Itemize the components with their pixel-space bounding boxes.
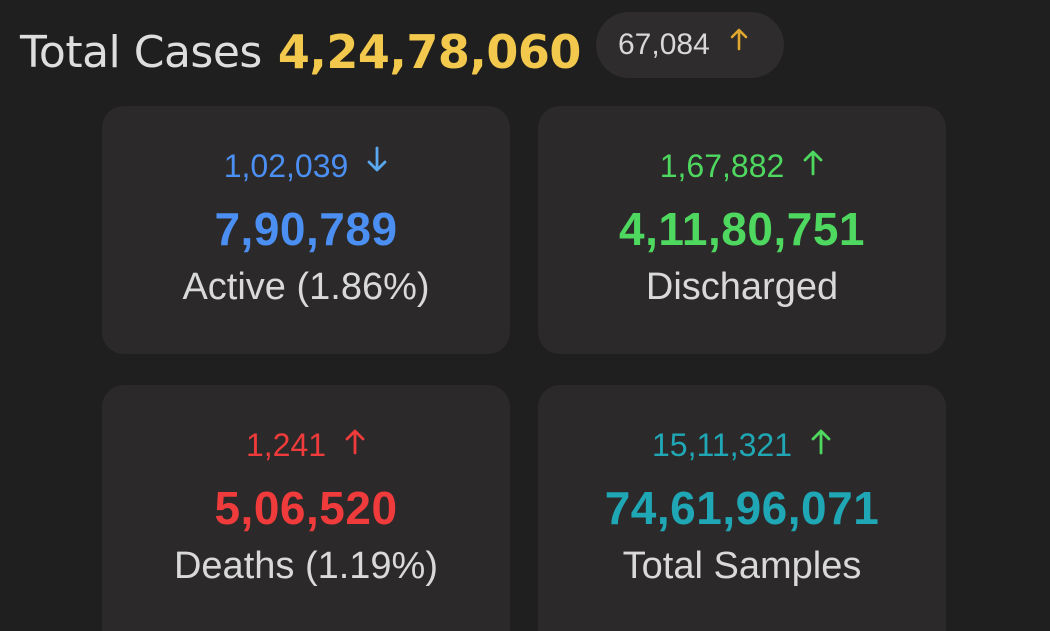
total-cases-header: Total Cases 4,24,78,060 bbox=[20, 14, 581, 90]
up-arrow-icon bbox=[811, 429, 831, 454]
samples-value: 74,61,96,071 bbox=[604, 482, 880, 534]
total-cases-label: Total Cases bbox=[20, 26, 262, 78]
down-arrow-icon bbox=[367, 146, 387, 171]
samples-card[interactable]: 15,11,321 74,61,96,071 Total Samples bbox=[538, 385, 946, 631]
total-cases-delta: 67,084 bbox=[618, 28, 710, 61]
active-label: Active (1.86%) bbox=[182, 266, 430, 308]
deaths-delta: 1,241 bbox=[245, 427, 327, 463]
up-arrow-icon bbox=[730, 28, 748, 51]
discharged-value: 4,11,80,751 bbox=[619, 203, 865, 255]
up-arrow-icon bbox=[345, 429, 365, 454]
total-cases-delta-badge: 67,084 bbox=[596, 12, 784, 78]
discharged-label: Discharged bbox=[645, 266, 839, 308]
active-value: 7,90,789 bbox=[214, 203, 398, 255]
deaths-card[interactable]: 1,241 5,06,520 Deaths (1.19%) bbox=[102, 385, 510, 631]
up-arrow-icon bbox=[803, 150, 823, 175]
samples-delta: 15,11,321 bbox=[652, 427, 792, 463]
discharged-delta: 1,67,882 bbox=[659, 148, 785, 184]
deaths-label: Deaths (1.19%) bbox=[173, 545, 438, 587]
discharged-card[interactable]: 1,67,882 4,11,80,751 Discharged bbox=[538, 106, 946, 354]
samples-label: Total Samples bbox=[622, 545, 862, 587]
discharged-delta-row: 1,67,882 bbox=[538, 148, 946, 185]
deaths-delta-row: 1,241 bbox=[102, 427, 510, 464]
active-delta-row: 1,02,039 bbox=[102, 146, 510, 185]
samples-delta-row: 15,11,321 bbox=[538, 427, 946, 464]
deaths-value: 5,06,520 bbox=[214, 482, 398, 534]
active-delta: 1,02,039 bbox=[223, 148, 349, 184]
total-cases-value: 4,24,78,060 bbox=[277, 25, 581, 79]
active-card[interactable]: 1,02,039 7,90,789 Active (1.86%) bbox=[102, 106, 510, 354]
